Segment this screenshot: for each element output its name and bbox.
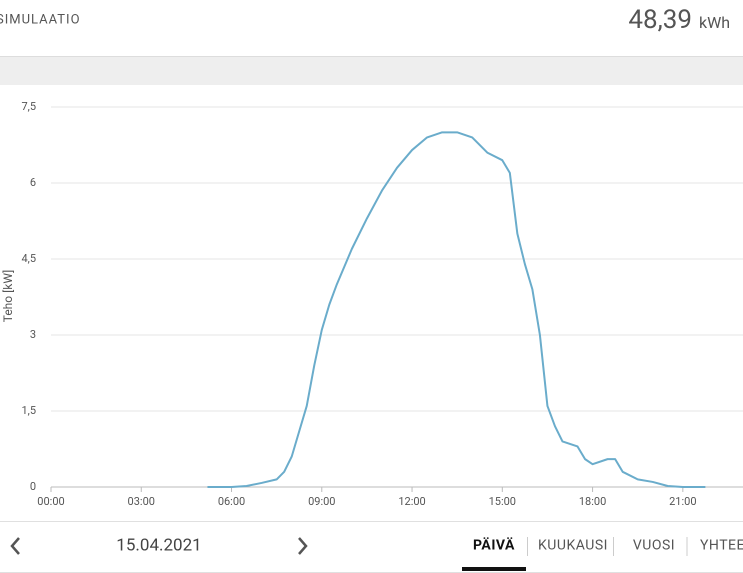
tab[interactable]: YHTEENSÄ	[700, 537, 743, 554]
y-tick-label: 4,5	[21, 252, 36, 265]
page-title: SIMULAATIO	[0, 12, 81, 27]
date-label: 15.04.2021	[116, 535, 201, 555]
y-tick-label: 3	[30, 328, 36, 341]
total-unit: kWh	[699, 13, 730, 32]
power-line	[207, 131, 706, 488]
x-tick-label: 15:00	[489, 495, 516, 508]
y-tick-label: 7,5	[21, 100, 36, 113]
x-tick-label: 18:00	[579, 495, 606, 508]
total-value: 48,39	[628, 5, 692, 35]
x-tick-label: 00:00	[37, 495, 64, 508]
toolbar-band	[0, 57, 743, 85]
header	[0, 0, 743, 57]
tab[interactable]: PÄIVÄ	[473, 537, 515, 554]
x-tick-label: 21:00	[669, 495, 696, 508]
tab-indicator	[462, 567, 526, 571]
y-tick-label: 1,5	[21, 404, 36, 417]
next-button[interactable]	[298, 537, 308, 555]
x-tick-label: 09:00	[308, 495, 335, 508]
tab[interactable]: KUUKAUSI	[538, 538, 608, 554]
x-tick-label: 06:00	[218, 495, 245, 508]
x-tick-label: 12:00	[398, 495, 425, 508]
x-tick-label: 03:00	[128, 495, 155, 508]
y-axis-label: Teho [kW]	[1, 270, 15, 323]
y-tick-label: 0	[30, 480, 36, 493]
y-tick-label: 6	[30, 176, 36, 189]
tab[interactable]: VUOSI	[633, 538, 675, 554]
prev-button[interactable]	[10, 537, 20, 555]
